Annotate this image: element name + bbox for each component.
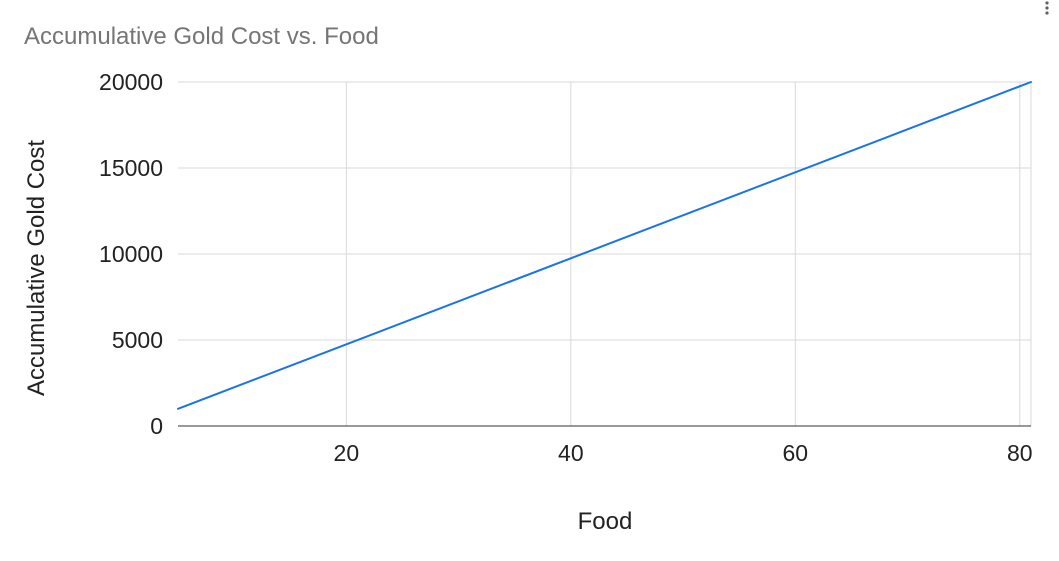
y-tick-label: 0 bbox=[150, 413, 163, 439]
y-axis-title: Accumulative Gold Cost bbox=[23, 140, 50, 396]
x-tick-label: 60 bbox=[783, 440, 809, 466]
y-tick-label: 15000 bbox=[99, 155, 163, 181]
series-line bbox=[177, 81, 1032, 410]
y-tick-label: 10000 bbox=[99, 241, 163, 267]
gridlines bbox=[178, 81, 1032, 426]
chart-title: Accumulative Gold Cost vs. Food bbox=[24, 23, 379, 50]
more-vert-icon[interactable] bbox=[1045, 1, 1049, 15]
tick-labels: 0 5000 10000 15000 20000 20 40 60 80 bbox=[99, 69, 1033, 466]
x-tick-label: 40 bbox=[558, 440, 584, 466]
y-tick-label: 20000 bbox=[99, 69, 163, 95]
y-tick-label: 5000 bbox=[112, 327, 163, 353]
x-tick-label: 80 bbox=[1007, 440, 1033, 466]
x-tick-label: 20 bbox=[334, 440, 360, 466]
x-axis-title: Food bbox=[578, 508, 633, 535]
series-layer bbox=[177, 81, 1032, 410]
